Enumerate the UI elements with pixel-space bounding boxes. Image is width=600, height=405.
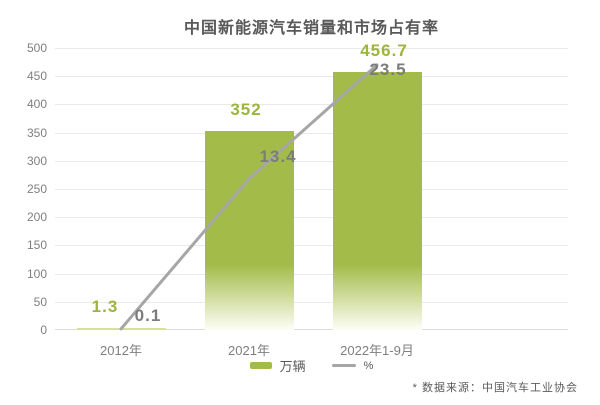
x-axis-label-2021年: 2021年	[228, 343, 270, 358]
gridline-200	[55, 217, 568, 219]
gridline-450	[55, 76, 568, 78]
bar-2021年	[204, 131, 294, 330]
x-axis-label-2012年: 2012年	[100, 343, 142, 358]
gridline-100	[55, 273, 568, 275]
y-axis-tick-400: 400	[26, 97, 47, 112]
y-axis-tick-450: 450	[26, 69, 47, 84]
y-axis-tick-200: 200	[26, 210, 47, 225]
bar-value-label-2022年1-9月: 456.7	[360, 41, 408, 61]
percent-value-label-2022年1-9月: 23.5	[369, 59, 407, 79]
legend-line-label: %	[363, 359, 374, 372]
gridline-300	[55, 160, 568, 162]
y-axis-tick-0: 0	[40, 323, 47, 337]
chart-title: 中国新能源汽车销量和市场占有率	[183, 20, 439, 37]
percent-line-series	[119, 63, 379, 331]
gridline-0	[55, 329, 568, 330]
y-axis-tick-50: 50	[33, 294, 47, 309]
y-axis-tick-100: 100	[26, 266, 47, 281]
percent-value-label-2021年: 13.4	[259, 146, 297, 166]
gridline-400	[55, 104, 568, 106]
legend-line-swatch-icon	[331, 364, 356, 367]
gridline-250	[55, 189, 568, 190]
bar-value-label-2021年: 352	[230, 100, 262, 120]
legend: 万辆 %	[55, 356, 568, 375]
gridline-500	[55, 48, 568, 49]
plot-area: 1.3 352 456.7 0.1 13.4 23.5	[55, 41, 568, 331]
x-axis-label-2022年1-9月: 2022年1-9月	[340, 343, 414, 358]
gridline-50	[55, 301, 568, 303]
gridline-150	[55, 245, 568, 247]
legend-bar-label: 万辆	[279, 359, 306, 374]
percent-line	[119, 63, 379, 331]
y-axis-tick-150: 150	[26, 238, 47, 253]
y-axis-tick-250: 250	[26, 182, 47, 196]
gridline-350	[55, 132, 568, 134]
y-axis-tick-300: 300	[26, 153, 47, 168]
data-source-note: * 数据来源：中国汽车工业协会	[412, 382, 578, 394]
legend-bar-swatch-icon	[249, 362, 272, 369]
bar-2022年1-9月	[332, 72, 422, 330]
bar-value-label-2012年: 1.3	[91, 297, 119, 316]
percent-value-label-2012年: 0.1	[134, 305, 162, 325]
y-axis-tick-500: 500	[26, 41, 47, 55]
y-axis-tick-350: 350	[26, 125, 47, 140]
